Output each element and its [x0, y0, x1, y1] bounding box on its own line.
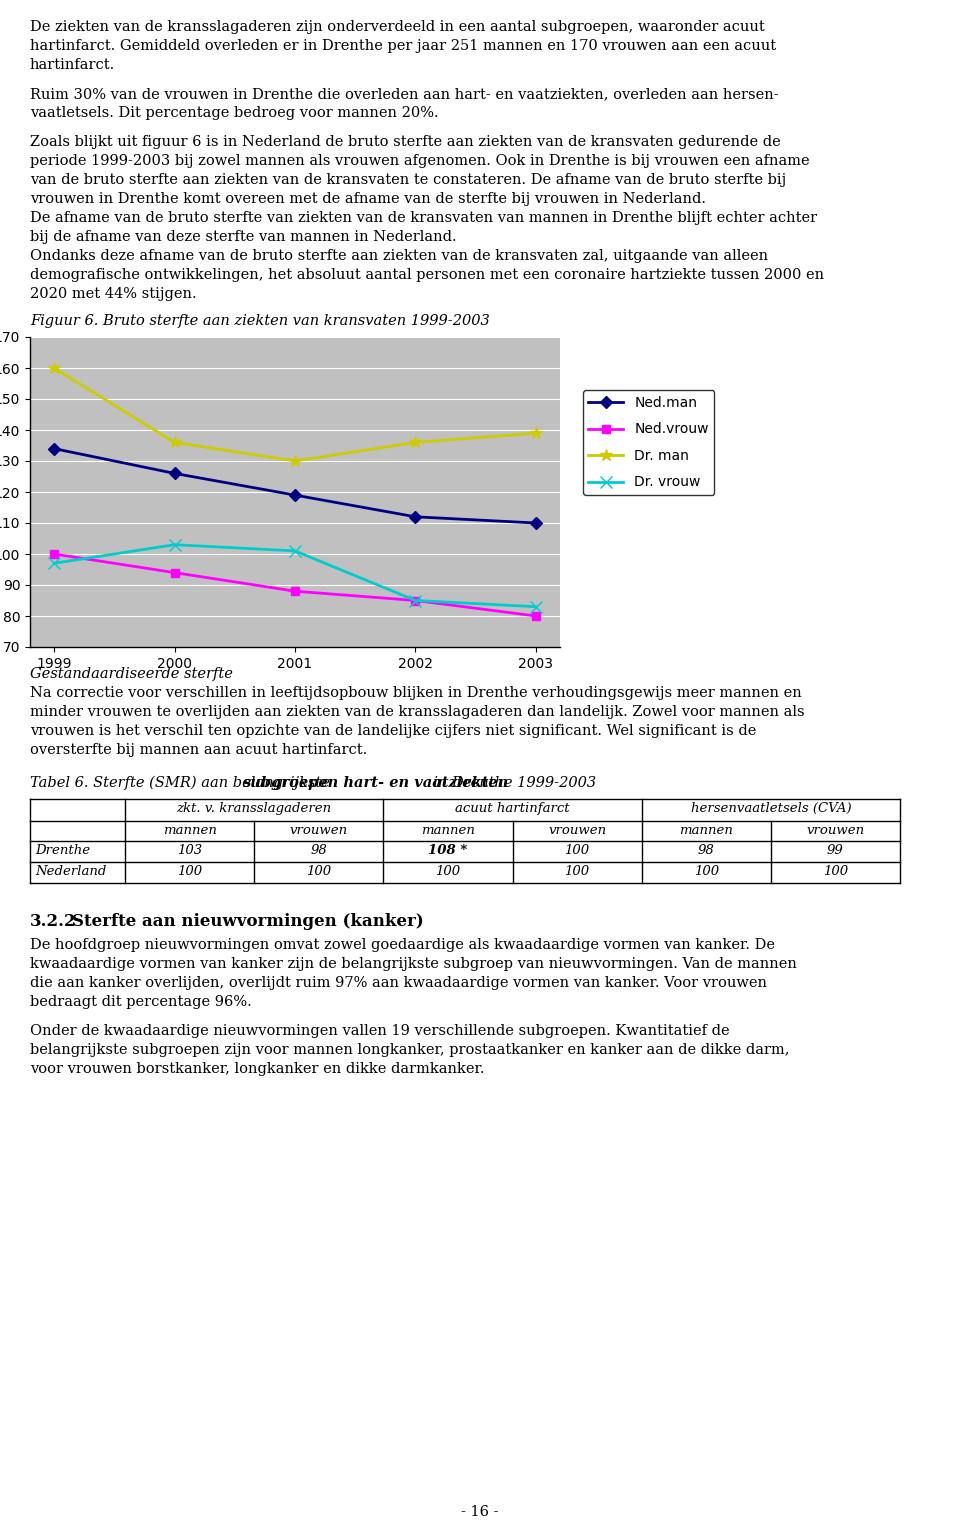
Text: periode 1999-2003 bij zowel mannen als vrouwen afgenomen. Ook in Drenthe is bij : periode 1999-2003 bij zowel mannen als v… — [30, 154, 809, 168]
Text: Ondanks deze afname van de bruto sterfte aan ziekten van de kransvaten zal, uitg: Ondanks deze afname van de bruto sterfte… — [30, 249, 768, 263]
Text: 100: 100 — [435, 865, 461, 879]
Text: 100: 100 — [694, 865, 719, 879]
Text: Na correctie voor verschillen in leeftijdsopbouw blijken in Drenthe verhoudingsg: Na correctie voor verschillen in leeftij… — [30, 686, 802, 700]
Text: 99: 99 — [828, 843, 844, 857]
Text: vrouwen: vrouwen — [548, 824, 606, 837]
Text: subgroepen hart- en vaatziekten: subgroepen hart- en vaatziekten — [242, 776, 509, 790]
Text: vrouwen is het verschil ten opzichte van de landelijke cijfers niet significant.: vrouwen is het verschil ten opzichte van… — [30, 724, 756, 738]
Text: van de bruto sterfte aan ziekten van de kransvaten te constateren. De afname van: van de bruto sterfte aan ziekten van de … — [30, 173, 786, 186]
Text: Tabel 6. Sterfte (SMR) aan belangrijkste: Tabel 6. Sterfte (SMR) aan belangrijkste — [30, 776, 334, 790]
Text: 3.2.2: 3.2.2 — [30, 914, 77, 931]
Text: 100: 100 — [564, 865, 589, 879]
Text: demografische ontwikkelingen, het absoluut aantal personen met een coronaire har: demografische ontwikkelingen, het absolu… — [30, 267, 824, 283]
Text: belangrijkste subgroepen zijn voor mannen longkanker, prostaatkanker en kanker a: belangrijkste subgroepen zijn voor manne… — [30, 1044, 789, 1057]
Text: oversterfte bij mannen aan acuut hartinfarct.: oversterfte bij mannen aan acuut hartinf… — [30, 743, 368, 756]
Text: minder vrouwen te overlijden aan ziekten van de kransslagaderen dan landelijk. Z: minder vrouwen te overlijden aan ziekten… — [30, 704, 804, 720]
Text: mannen: mannen — [162, 824, 217, 837]
Text: mannen: mannen — [421, 824, 475, 837]
Text: 2020 met 44% stijgen.: 2020 met 44% stijgen. — [30, 287, 197, 301]
Text: bedraagt dit percentage 96%.: bedraagt dit percentage 96%. — [30, 995, 252, 1008]
Text: vrouwen: vrouwen — [290, 824, 348, 837]
Text: in Drenthe 1999-2003: in Drenthe 1999-2003 — [423, 776, 596, 790]
Text: Ruim 30% van de vrouwen in Drenthe die overleden aan hart- en vaatziekten, overl: Ruim 30% van de vrouwen in Drenthe die o… — [30, 87, 779, 101]
Text: vrouwen in Drenthe komt overeen met de afname van de sterfte bij vrouwen in Nede: vrouwen in Drenthe komt overeen met de a… — [30, 193, 706, 206]
Text: - 16 -: - 16 - — [461, 1505, 499, 1519]
Text: De afname van de bruto sterfte van ziekten van de kransvaten van mannen in Drent: De afname van de bruto sterfte van ziekt… — [30, 211, 817, 225]
Text: 100: 100 — [823, 865, 848, 879]
Text: die aan kanker overlijden, overlijdt ruim 97% aan kwaadaardige vormen van kanker: die aan kanker overlijden, overlijdt rui… — [30, 976, 767, 990]
Text: mannen: mannen — [680, 824, 733, 837]
Text: Onder de kwaadaardige nieuwvormingen vallen 19 verschillende subgroepen. Kwantit: Onder de kwaadaardige nieuwvormingen val… — [30, 1024, 730, 1038]
Text: 98: 98 — [310, 843, 327, 857]
Text: Drenthe: Drenthe — [35, 843, 90, 857]
Text: 103: 103 — [177, 843, 203, 857]
Text: 100: 100 — [177, 865, 203, 879]
Text: hersenvaatletsels (CVA): hersenvaatletsels (CVA) — [690, 802, 852, 814]
Text: De ziekten van de kransslagaderen zijn onderverdeeld in een aantal subgroepen, w: De ziekten van de kransslagaderen zijn o… — [30, 20, 765, 34]
Text: zkt. v. kransslagaderen: zkt. v. kransslagaderen — [177, 802, 332, 814]
Text: Zoals blijkt uit figuur 6 is in Nederland de bruto sterfte aan ziekten van de kr: Zoals blijkt uit figuur 6 is in Nederlan… — [30, 134, 780, 150]
Text: hartinfarct. Gemiddeld overleden er in Drenthe per jaar 251 mannen en 170 vrouwe: hartinfarct. Gemiddeld overleden er in D… — [30, 40, 776, 53]
Text: 98: 98 — [698, 843, 714, 857]
Text: 108 *: 108 * — [428, 843, 468, 857]
Text: acuut hartinfarct: acuut hartinfarct — [455, 802, 570, 814]
Text: Sterfte aan nieuwvormingen (kanker): Sterfte aan nieuwvormingen (kanker) — [72, 914, 423, 931]
Text: De hoofdgroep nieuwvormingen omvat zowel goedaardige als kwaadaardige vormen van: De hoofdgroep nieuwvormingen omvat zowel… — [30, 938, 775, 952]
Text: voor vrouwen borstkanker, longkanker en dikke darmkanker.: voor vrouwen borstkanker, longkanker en … — [30, 1062, 485, 1076]
Text: 100: 100 — [306, 865, 331, 879]
Text: kwaadaardige vormen van kanker zijn de belangrijkste subgroep van nieuwvormingen: kwaadaardige vormen van kanker zijn de b… — [30, 957, 797, 970]
Text: Gestandaardiseerde sterfte: Gestandaardiseerde sterfte — [30, 668, 233, 681]
Text: Nederland: Nederland — [35, 865, 107, 879]
Text: vaatletsels. Dit percentage bedroeg voor mannen 20%.: vaatletsels. Dit percentage bedroeg voor… — [30, 105, 439, 121]
Text: 100: 100 — [564, 843, 589, 857]
Text: hartinfarct.: hartinfarct. — [30, 58, 115, 72]
Text: vrouwen: vrouwen — [806, 824, 864, 837]
Legend: Ned.man, Ned.vrouw, Dr. man, Dr. vrouw: Ned.man, Ned.vrouw, Dr. man, Dr. vrouw — [583, 391, 714, 495]
Text: Figuur 6. Bruto sterfte aan ziekten van kransvaten 1999-2003: Figuur 6. Bruto sterfte aan ziekten van … — [30, 313, 490, 329]
Text: bij de afname van deze sterfte van mannen in Nederland.: bij de afname van deze sterfte van manne… — [30, 231, 457, 244]
